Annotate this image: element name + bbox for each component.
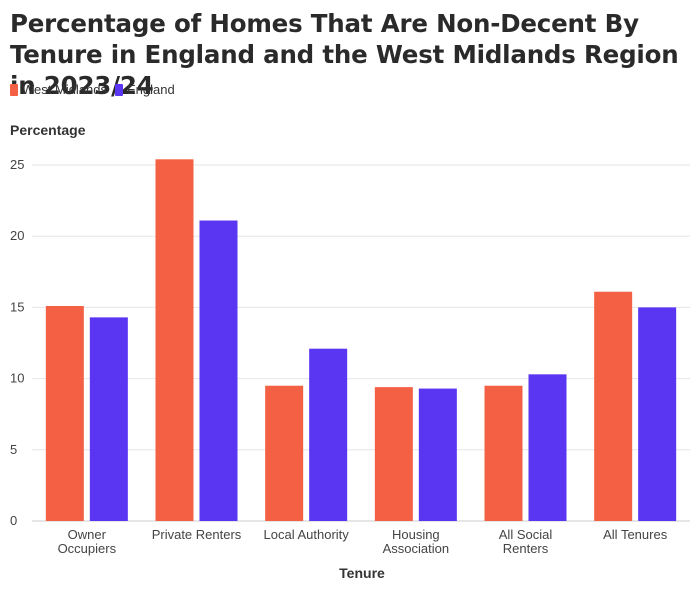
- bar-england-all-social-renters[interactable]: [528, 374, 567, 521]
- legend-label-west-midlands: West Midlands: [22, 82, 108, 97]
- y-axis-title: Percentage: [10, 122, 86, 138]
- legend-swatch-england: [115, 83, 124, 96]
- bar-england-owner-occupiers[interactable]: [89, 317, 128, 521]
- bar-england-all-tenures[interactable]: [638, 307, 677, 521]
- bars: [45, 159, 677, 521]
- y-tick-label-15: 15: [10, 299, 24, 314]
- bar-west-midlands-private-renters[interactable]: [155, 159, 194, 521]
- y-tick-label-10: 10: [10, 371, 24, 386]
- x-tick-label-all-tenures: All Tenures: [603, 527, 668, 542]
- bar-england-local-authority[interactable]: [309, 348, 348, 521]
- y-tick-label-25: 25: [10, 157, 24, 172]
- legend: West Midlands England: [10, 82, 183, 97]
- x-tick-label-housing-association: Housing Association: [383, 527, 449, 556]
- gridlines: [32, 164, 690, 522]
- bar-west-midlands-housing-association[interactable]: [374, 387, 413, 521]
- bar-england-private-renters[interactable]: [199, 220, 238, 521]
- legend-item-england[interactable]: England: [115, 82, 175, 97]
- bar-england-housing-association[interactable]: [418, 388, 457, 521]
- bar-west-midlands-owner-occupiers[interactable]: [45, 305, 84, 521]
- x-tick-label-local-authority: Local Authority: [264, 527, 350, 542]
- x-tick-label-all-social-renters: All Social Renters: [499, 527, 553, 556]
- x-axis-title: Tenure: [339, 565, 385, 581]
- bar-west-midlands-local-authority[interactable]: [265, 385, 304, 521]
- bar-west-midlands-all-social-renters[interactable]: [484, 385, 523, 521]
- legend-swatch-west-midlands: [10, 83, 18, 96]
- x-tick-label-owner-occupiers: Owner Occupiers: [58, 527, 117, 556]
- x-axis-ticks: Owner Occupiers Private Renters Local Autho…: [58, 527, 668, 556]
- chart-title: Percentage of Homes That Are Non-Decent …: [10, 9, 679, 100]
- bar-west-midlands-all-tenures[interactable]: [594, 291, 633, 521]
- legend-label-england: England: [127, 82, 175, 97]
- y-tick-label-0: 0: [10, 513, 17, 528]
- y-axis-ticks: 0 5 10 15 20 25: [10, 157, 24, 528]
- y-tick-label-5: 5: [10, 442, 17, 457]
- legend-item-west-midlands[interactable]: West Midlands: [10, 82, 107, 97]
- x-tick-label-private-renters: Private Renters: [152, 527, 242, 542]
- y-tick-label-20: 20: [10, 228, 24, 243]
